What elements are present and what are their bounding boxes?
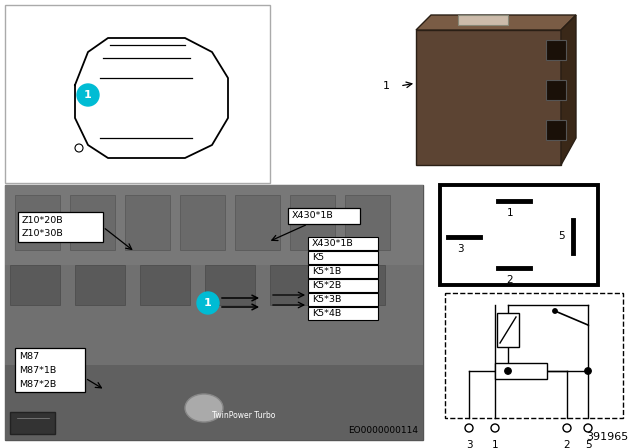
Bar — [140, 265, 190, 305]
Bar — [308, 265, 378, 278]
Bar — [308, 279, 378, 292]
Text: 3: 3 — [457, 244, 463, 254]
Bar — [270, 265, 320, 305]
Text: M87*1B: M87*1B — [19, 366, 56, 375]
Bar — [308, 307, 378, 320]
Bar — [308, 293, 378, 306]
Ellipse shape — [185, 394, 223, 422]
Bar — [290, 195, 335, 250]
Bar — [458, 15, 508, 25]
Bar — [416, 30, 561, 165]
Bar — [440, 185, 598, 285]
Bar — [15, 348, 85, 392]
Text: 2: 2 — [564, 440, 570, 448]
Bar — [75, 265, 125, 305]
Text: 1: 1 — [507, 208, 513, 218]
Circle shape — [584, 424, 592, 432]
Bar — [5, 365, 423, 440]
Bar — [125, 195, 170, 250]
Text: 1: 1 — [383, 81, 390, 91]
Circle shape — [491, 424, 499, 432]
Circle shape — [465, 424, 473, 432]
Bar — [288, 208, 360, 224]
Circle shape — [563, 424, 571, 432]
Circle shape — [77, 84, 99, 106]
Bar — [495, 363, 547, 379]
Text: 1: 1 — [204, 298, 212, 308]
Bar — [445, 293, 623, 418]
Text: 5: 5 — [558, 231, 565, 241]
Bar — [5, 185, 423, 265]
Bar — [70, 195, 115, 250]
Bar — [205, 265, 255, 305]
Bar — [5, 5, 270, 183]
Circle shape — [553, 309, 557, 313]
Text: X430*1B: X430*1B — [292, 211, 333, 220]
Text: TwinPower Turbo: TwinPower Turbo — [212, 410, 276, 419]
Text: K5: K5 — [312, 253, 324, 262]
Bar — [5, 185, 423, 440]
Bar — [497, 313, 519, 347]
Bar — [345, 195, 390, 250]
Bar — [10, 265, 60, 305]
Bar — [335, 265, 385, 305]
Text: K5*2B: K5*2B — [312, 281, 341, 290]
Bar — [445, 293, 623, 418]
Bar — [15, 195, 60, 250]
Circle shape — [197, 292, 219, 314]
Text: 2: 2 — [507, 275, 513, 285]
Bar — [308, 251, 378, 264]
Bar — [18, 212, 103, 242]
Bar — [308, 237, 378, 250]
Text: K5*1B: K5*1B — [312, 267, 341, 276]
Bar — [180, 195, 225, 250]
Circle shape — [505, 368, 511, 374]
Bar — [546, 80, 566, 100]
Text: M87: M87 — [19, 352, 39, 361]
Text: 1: 1 — [84, 90, 92, 100]
Bar — [10, 412, 55, 434]
Text: 5: 5 — [585, 440, 591, 448]
Text: 3: 3 — [466, 440, 472, 448]
Bar — [546, 40, 566, 60]
Text: EO0000000114: EO0000000114 — [348, 426, 418, 435]
Text: K5*3B: K5*3B — [312, 295, 341, 304]
Text: K5*4B: K5*4B — [312, 309, 341, 318]
Text: X430*1B: X430*1B — [312, 239, 354, 248]
Text: 1: 1 — [492, 440, 499, 448]
Text: M87*2B: M87*2B — [19, 380, 56, 389]
Text: 391965: 391965 — [586, 432, 628, 442]
Polygon shape — [561, 15, 576, 165]
Bar — [546, 120, 566, 140]
Circle shape — [75, 144, 83, 152]
Circle shape — [585, 368, 591, 374]
Bar — [5, 265, 423, 365]
Text: Z10*20B: Z10*20B — [22, 216, 63, 225]
Bar — [235, 195, 280, 250]
Polygon shape — [416, 15, 576, 30]
Text: Z10*30B: Z10*30B — [22, 229, 64, 238]
